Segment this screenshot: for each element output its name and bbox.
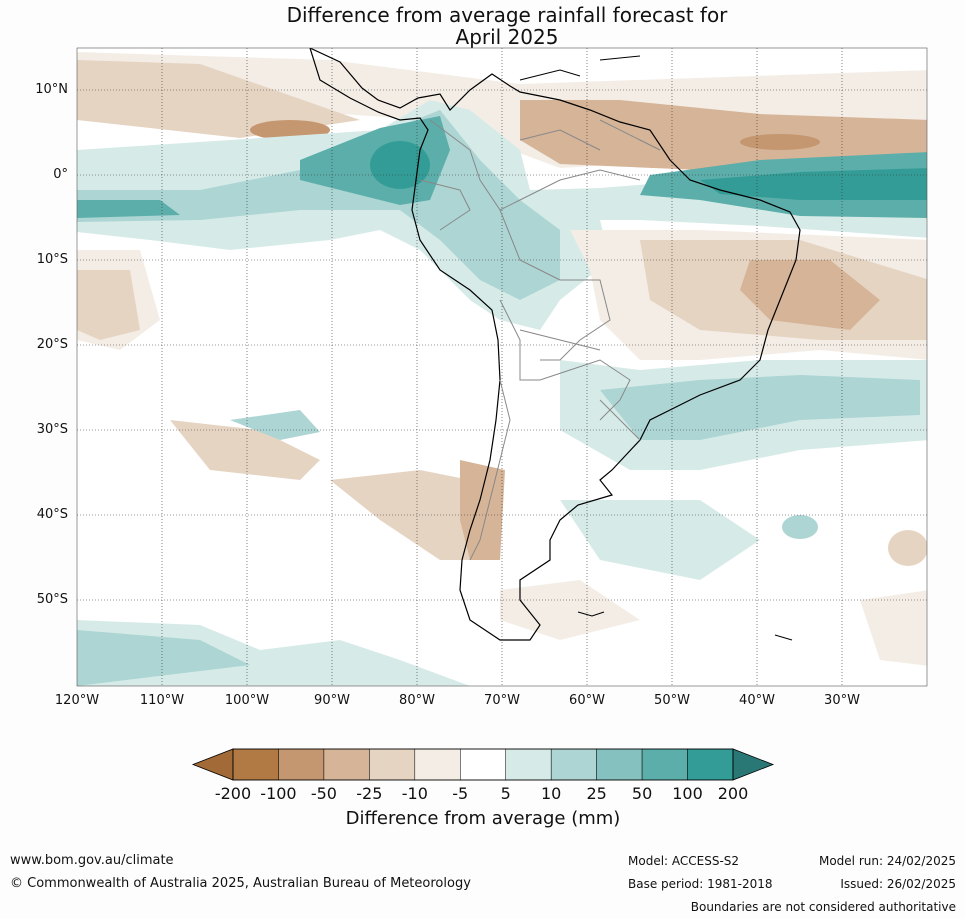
footer-model: Model: ACCESS-S2 xyxy=(628,854,740,868)
colorbar-extend-low xyxy=(191,748,234,781)
lat-label-10s: 10°S xyxy=(36,252,68,267)
lon-label-100w: 100°W xyxy=(224,693,270,708)
lat-label-40s: 40°S xyxy=(36,507,68,522)
footer-copyright: © Commonwealth of Australia 2025, Austra… xyxy=(10,876,471,891)
map-frame xyxy=(76,47,928,687)
dry-area-south-east-2 xyxy=(860,590,927,666)
lon-label-30w: 30°W xyxy=(824,693,860,708)
colorbar-swatch xyxy=(369,748,416,781)
lon-label-80w: 80°W xyxy=(399,693,435,708)
lon-label-60w: 60°W xyxy=(569,693,605,708)
colorbar-swatch xyxy=(460,748,506,781)
title-line-1: Difference from average rainfall forecas… xyxy=(286,3,728,27)
colorbar-outline xyxy=(232,748,734,781)
colorbar-tick-label: -50 xyxy=(310,784,337,803)
lon-label-70w: 70°W xyxy=(484,693,520,708)
colorbar-swatch xyxy=(596,748,643,781)
south-america-coastline xyxy=(309,48,801,641)
wet-area-south-atlantic-lower xyxy=(560,500,760,580)
wet-band-west xyxy=(77,200,180,218)
colorbar-tick-label: -100 xyxy=(260,784,297,803)
footer-model-run: Model run: 24/02/2025 xyxy=(818,854,956,868)
colorbar-swatch xyxy=(278,748,325,781)
colorbar-swatch xyxy=(323,748,370,781)
footer-base-period: Base period: 1981-2018 xyxy=(628,877,773,891)
country-boundaries xyxy=(419,119,661,561)
wet-area-southern-ocean-core xyxy=(77,630,250,686)
lat-label-10n: 10°N xyxy=(35,82,68,97)
colorbar-tick-label: 10 xyxy=(540,784,562,803)
colorbar-extend-high xyxy=(732,748,775,781)
dry-core-north-atlantic xyxy=(740,134,820,150)
dry-band-north-caribbean xyxy=(520,100,927,170)
graticule xyxy=(77,48,927,686)
colorbar-tick-label: -10 xyxy=(401,784,428,803)
colorbar xyxy=(191,748,775,781)
colorbar-title: Difference from average (mm) xyxy=(345,808,621,829)
colorbar-tick-label: 100 xyxy=(672,784,703,803)
dry-area-andes-south xyxy=(460,460,505,560)
wet-area-south-atlantic-core xyxy=(600,375,920,440)
colorbar-tick-label: 5 xyxy=(500,784,511,803)
colorbar-swatch xyxy=(550,748,597,781)
lat-label-20s: 20°S xyxy=(36,337,68,352)
colorbar-tick-label: 200 xyxy=(717,784,749,803)
dry-area-south-pacific-core xyxy=(77,270,140,340)
south-georgia xyxy=(774,634,793,641)
wet-core-south-atlantic xyxy=(782,515,818,539)
colorbar-swatch xyxy=(232,748,279,781)
colorbar-tick-label: -200 xyxy=(214,784,252,803)
lon-label-120w: 120°W xyxy=(54,693,100,708)
dry-area-south-east xyxy=(500,580,640,640)
colorbar-swatch xyxy=(505,748,552,781)
lon-label-50w: 50°W xyxy=(654,693,690,708)
caribbean-islands xyxy=(519,55,641,81)
lat-label-0: 0° xyxy=(53,167,68,182)
colorbar-tick-label: -5 xyxy=(452,784,469,803)
coastlines xyxy=(309,48,801,641)
lon-label-110w: 110°W xyxy=(139,693,185,708)
colorbar-swatch xyxy=(687,748,734,781)
footer-url[interactable]: www.bom.gov.au/climate xyxy=(10,853,174,868)
dry-area-patagonia-coast xyxy=(330,470,500,560)
colorbar-tick-label: -25 xyxy=(356,784,383,803)
colorbar-tick-label: 50 xyxy=(631,784,653,803)
map-title: Difference from average rainfall forecas… xyxy=(0,4,965,48)
footer-boundaries: Boundaries are not considered authoritat… xyxy=(690,900,956,914)
lat-label-50s: 50°S xyxy=(36,592,68,607)
wet-area-mid-pacific xyxy=(230,410,320,440)
dry-area-mid-pacific xyxy=(170,420,320,480)
lon-label-90w: 90°W xyxy=(314,693,350,708)
falkland-islands xyxy=(577,611,605,617)
dry-band-north xyxy=(77,60,360,138)
lat-label-30s: 30°S xyxy=(36,422,68,437)
title-line-2: April 2025 xyxy=(455,25,559,49)
lon-label-40w: 40°W xyxy=(739,693,775,708)
footer-issued: Issued: 26/02/2025 xyxy=(840,877,956,891)
colorbar-swatch xyxy=(641,748,688,781)
colorbar-tick-label: 25 xyxy=(586,784,607,803)
wet-core-pacific xyxy=(370,141,430,189)
colorbar-swatch xyxy=(414,748,461,781)
dry-core-east xyxy=(888,530,927,566)
rainfall-anomaly-shading xyxy=(77,52,927,686)
